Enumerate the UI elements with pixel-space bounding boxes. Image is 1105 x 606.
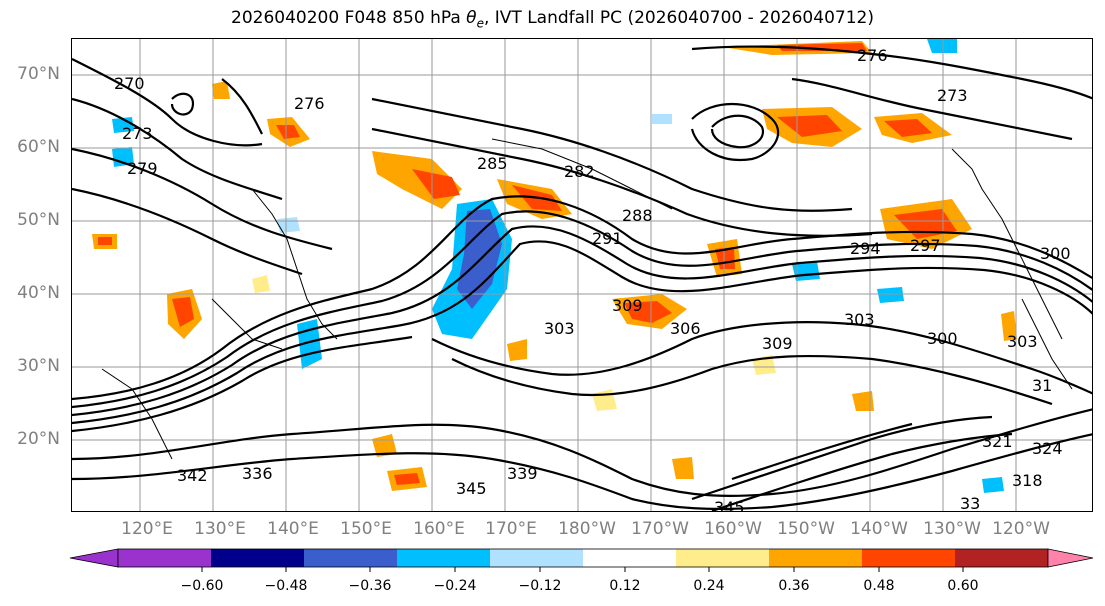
colorbar-segment	[304, 549, 398, 567]
contour-label: 345	[714, 498, 745, 512]
graticule	[72, 39, 1092, 511]
lon-label-160e: 160°E	[413, 519, 465, 539]
contour-label: 33	[960, 494, 980, 512]
contour-label: 273	[937, 86, 968, 105]
contour-label: 303	[1007, 332, 1038, 351]
contour-label: 306	[670, 319, 701, 338]
map-panel: 276 273 270 276 273 279 285 282 288 291 …	[71, 38, 1093, 512]
contour-labels: 276 273 270 276 273 279 285 282 288 291 …	[114, 46, 1071, 512]
theta-e-contours	[72, 45, 1092, 511]
colorbar-segment	[490, 549, 584, 567]
colorbar-ticks	[201, 567, 964, 572]
lat-label-70n: 70°N	[17, 64, 60, 84]
colorbar-extend-low	[69, 548, 119, 568]
colorbar	[69, 548, 1094, 572]
colorbar-segment	[211, 549, 305, 567]
contour-label: 324	[1032, 439, 1063, 458]
contour-label: 303	[544, 319, 575, 338]
contour-label: 309	[762, 334, 793, 353]
contour-label: 300	[1040, 244, 1071, 263]
colorbar-segment	[769, 549, 863, 567]
positive-anomaly-shading	[92, 41, 1017, 491]
contour-label: 300	[927, 329, 958, 348]
contour-label: 336	[242, 464, 273, 483]
lat-label-60n: 60°N	[17, 137, 60, 157]
colorbar-tick-label: −0.24	[433, 578, 477, 594]
lon-label-150w: 150°W	[777, 519, 835, 539]
contour-label: 291	[592, 229, 623, 248]
lat-label-40n: 40°N	[17, 283, 60, 303]
contour-label: 303	[844, 310, 875, 329]
contour-label: 309	[612, 296, 643, 315]
colorbar-segment	[397, 549, 491, 567]
colorbar-segment	[955, 549, 1049, 567]
lat-label-30n: 30°N	[17, 356, 60, 376]
colorbar-tick-label: 0.48	[863, 578, 895, 594]
lon-label-160w: 160°W	[704, 519, 762, 539]
lon-label-120w: 120°W	[992, 519, 1050, 539]
contour-label: 282	[564, 162, 595, 181]
lat-label-50n: 50°N	[17, 210, 60, 230]
contour-label: 273	[122, 124, 153, 143]
colorbar-tick-label: −0.36	[348, 578, 392, 594]
lon-label-130e: 130°E	[194, 519, 246, 539]
lon-label-170w: 170°W	[631, 519, 689, 539]
contour-label: 345	[456, 479, 487, 498]
contour-label: 285	[477, 154, 508, 173]
colorbar-segment	[676, 549, 770, 567]
contour-label: 297	[910, 236, 941, 255]
colorbar-tick-label: −0.48	[264, 578, 308, 594]
lat-label-20n: 20°N	[17, 429, 60, 449]
colorbar-segment	[862, 549, 956, 567]
colorbar-segment	[118, 549, 212, 567]
contour-label: 276	[857, 46, 888, 65]
colorbar-segment	[583, 549, 677, 567]
contour-label: 288	[622, 206, 653, 225]
colorbar-tick-label: −0.60	[180, 578, 224, 594]
map-title: 2026040200 F048 850 hPa θe, IVT Landfall…	[231, 8, 874, 31]
colorbar-tick-label: 0.24	[693, 578, 725, 594]
lon-label-150e: 150°E	[340, 519, 392, 539]
contour-label: 318	[1012, 471, 1043, 490]
colorbar-tick-label: 0.36	[778, 578, 810, 594]
contour-label: 321	[982, 432, 1013, 451]
lon-label-130w: 130°W	[923, 519, 981, 539]
contour-label: 270	[114, 74, 145, 93]
lon-label-170e: 170°E	[485, 519, 537, 539]
contour-label: 294	[850, 239, 881, 258]
colorbar-tick-label: 0.60	[947, 578, 979, 594]
lon-label-140w: 140°W	[850, 519, 908, 539]
colorbar-tick-label: −0.12	[518, 578, 562, 594]
contour-label: 276	[294, 94, 325, 113]
lon-label-140e: 140°E	[267, 519, 319, 539]
contour-label: 342	[177, 466, 208, 485]
contour-label: 31	[1032, 376, 1052, 395]
contour-label: 339	[507, 464, 538, 483]
colorbar-segments	[69, 548, 1094, 568]
lon-label-180w: 180°W	[558, 519, 616, 539]
colorbar-tick-label: 0.12	[609, 578, 641, 594]
contour-label: 279	[127, 159, 158, 178]
lon-label-120e: 120°E	[121, 519, 173, 539]
colorbar-extend-high	[1047, 548, 1094, 568]
map-svg: 276 273 270 276 273 279 285 282 288 291 …	[72, 39, 1092, 512]
